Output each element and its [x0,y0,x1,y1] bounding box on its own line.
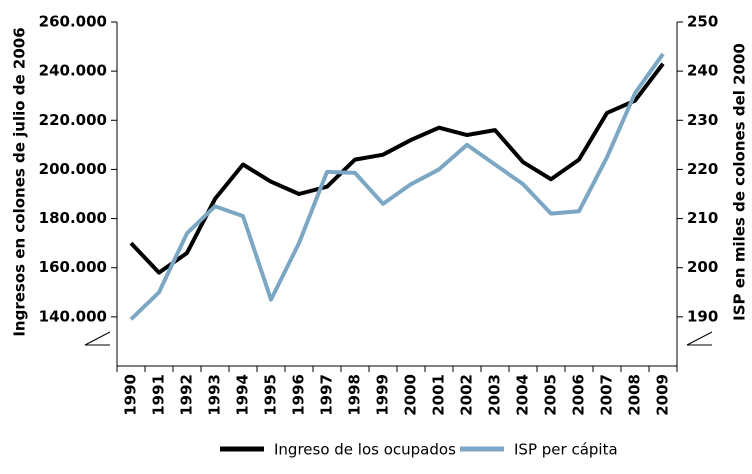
y-tick-label: 180.000 [39,209,107,227]
x-tick-label: 2009 [654,374,672,416]
x-tick-label: 2002 [458,374,476,416]
x-tick-label: 2005 [542,374,560,416]
x-tick-label: 2004 [514,374,532,416]
x-tick-label: 2008 [626,374,644,416]
axis-break [84,331,111,346]
y2-tick-label: 200 [687,258,718,276]
x-tick-label: 1992 [178,374,196,416]
y-tick-label: 240.000 [39,62,107,80]
y-tick-label: 200.000 [39,160,107,178]
x-tick-label: 1997 [318,374,336,416]
y2-tick-label: 190 [687,307,718,325]
y-axis-title: Ingresos en colones de julio de 2006 [11,27,29,336]
y2-tick-label: 220 [687,160,718,178]
x-tick-label: 2003 [486,374,504,416]
y2-tick-label: 230 [687,111,718,129]
x-tick-label: 1994 [234,374,252,416]
x-tick-label: 1990 [122,374,140,416]
y2-tick-label: 250 [687,13,718,31]
y-tick-label: 220.000 [39,111,107,129]
x-tick-label: 1995 [262,374,280,416]
legend-label: ISP per cápita [514,441,618,459]
x-tick-label: 1998 [346,374,364,416]
series-line [129,52,665,321]
y-tick-label: 160.000 [39,258,107,276]
x-tick-label: 1993 [206,374,224,416]
y2-axis-title: ISP en miles de colones del 2000 [731,43,749,321]
y2-tick-label: 210 [687,209,718,227]
x-tick-label: 1996 [290,374,308,416]
x-tick-label: 2001 [430,374,448,416]
y-tick-label: 140.000 [39,307,107,325]
x-tick-label: 2006 [570,374,588,416]
series-line [129,62,665,275]
x-tick-label: 1991 [150,374,168,416]
x-tick-label: 2000 [402,374,420,416]
y-tick-label: 260.000 [39,13,107,31]
axis-break [686,331,713,346]
x-tick-label: 1999 [374,374,392,416]
legend-label: Ingreso de los ocupados [274,441,456,459]
y2-tick-label: 240 [687,62,718,80]
x-tick-label: 2007 [598,374,616,416]
